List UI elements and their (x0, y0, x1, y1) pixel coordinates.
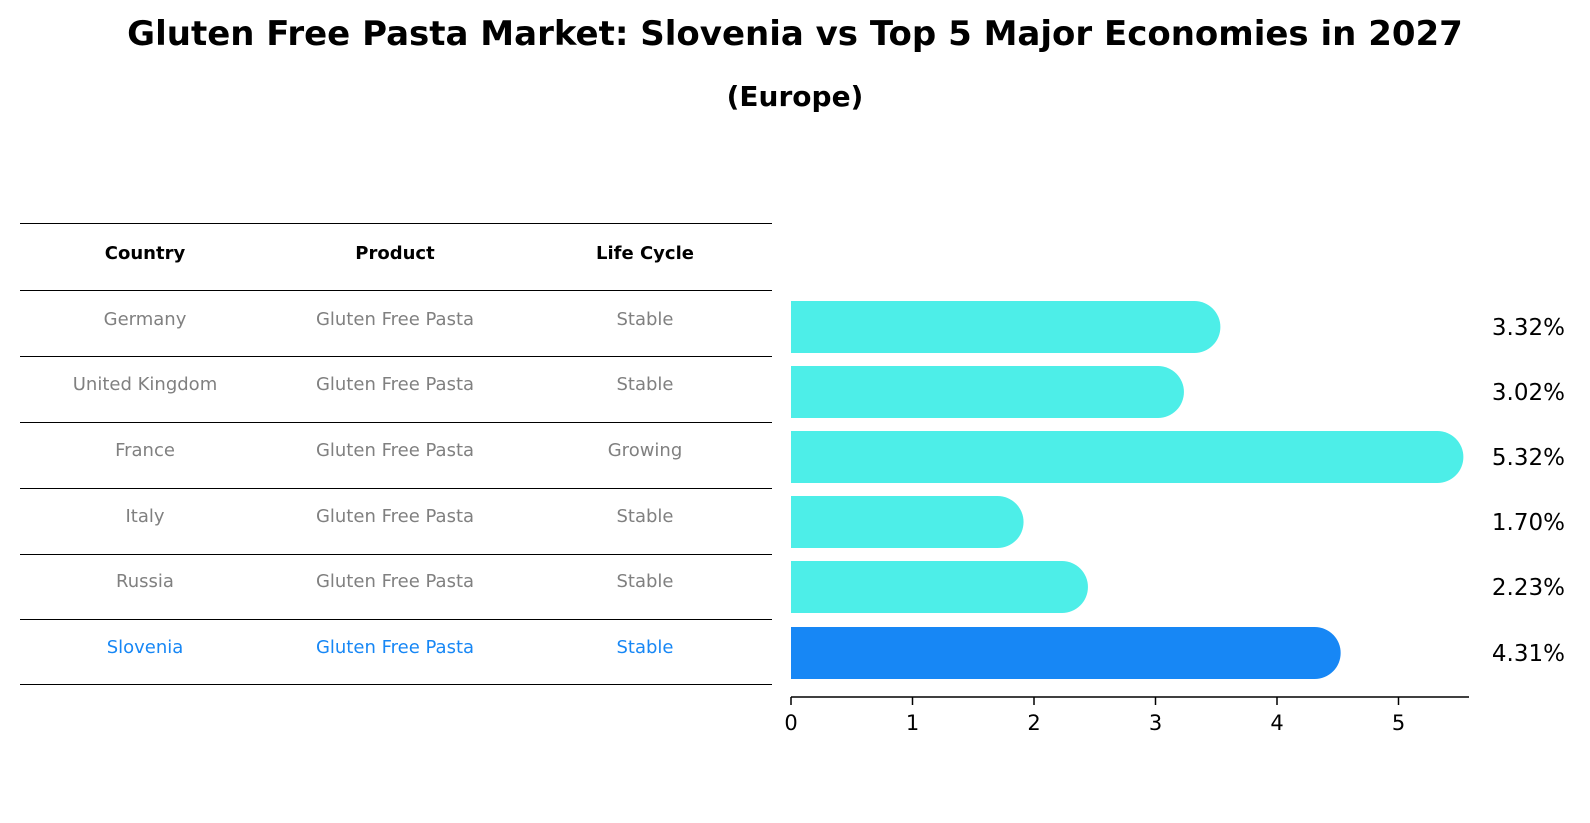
row-france-life-cycle: Growing (607, 440, 683, 461)
header-life-cycle: Life Cycle (596, 243, 694, 264)
row-france-product: Gluten Free Pasta (315, 440, 475, 461)
row-slovenia-product: Gluten Free Pasta (315, 637, 475, 658)
chart-title: Gluten Free Pasta Market: Slovenia vs To… (127, 14, 1463, 54)
row-germany-country: Germany (103, 309, 187, 330)
row-russia-product: Gluten Free Pasta (315, 571, 475, 592)
table-rule (20, 554, 772, 555)
value-label-slovenia: 4.31% (1492, 641, 1565, 667)
row-uk-life-cycle: Stable (616, 374, 674, 395)
value-label-germany: 3.32% (1492, 315, 1565, 341)
header-product: Product (355, 243, 435, 264)
table-rule (20, 684, 772, 685)
bar-france (791, 431, 1464, 483)
table-rule (20, 356, 772, 357)
header-country: Country (104, 243, 186, 264)
bar-slovenia (791, 627, 1341, 679)
row-germany-product: Gluten Free Pasta (315, 309, 475, 330)
row-italy-product: Gluten Free Pasta (315, 506, 475, 527)
row-france-country: France (115, 440, 175, 461)
x-tick-label-0: 0 (784, 711, 797, 735)
bar-united-kingdom (791, 366, 1184, 418)
row-slovenia-country: Slovenia (106, 637, 184, 658)
value-label-russia: 2.23% (1492, 575, 1565, 601)
row-germany-life-cycle: Stable (616, 309, 674, 330)
x-tick-label-3: 3 (1149, 711, 1162, 735)
table-rule (20, 422, 772, 423)
x-tick-label-5: 5 (1392, 711, 1405, 735)
bar-italy (791, 496, 1024, 548)
table-rule (20, 488, 772, 489)
row-russia-country: Russia (116, 571, 174, 592)
value-label-italy: 1.70% (1492, 510, 1565, 536)
chart-subtitle: (Europe) (726, 80, 864, 113)
row-uk-product: Gluten Free Pasta (315, 374, 475, 395)
table-rule (20, 619, 772, 620)
bar-russia (791, 561, 1088, 613)
table-rule (20, 223, 772, 224)
row-uk-country: United Kingdom (72, 374, 218, 395)
bar-germany (791, 301, 1221, 353)
value-label-france: 5.32% (1492, 445, 1565, 471)
value-label-united-kingdom: 3.02% (1492, 380, 1565, 406)
x-tick-label-4: 4 (1270, 711, 1283, 735)
row-italy-life-cycle: Stable (616, 506, 674, 527)
x-tick-label-2: 2 (1027, 711, 1040, 735)
row-italy-country: Italy (125, 506, 165, 527)
row-slovenia-life-cycle: Stable (616, 637, 674, 658)
table-rule (20, 290, 772, 291)
x-tick-label-1: 1 (906, 711, 919, 735)
row-russia-life-cycle: Stable (616, 571, 674, 592)
